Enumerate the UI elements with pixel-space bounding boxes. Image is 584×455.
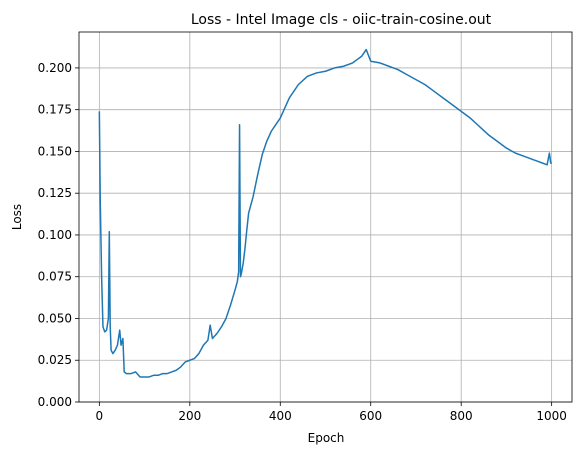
x-tick-label: 1000: [536, 409, 567, 423]
chart-title: Loss - Intel Image cls - oiic-train-cosi…: [191, 12, 492, 28]
y-tick-label: 0.150: [38, 144, 72, 158]
x-tick-label: 0: [96, 409, 104, 423]
y-tick-label: 0.000: [38, 395, 72, 409]
x-tick-label: 600: [359, 409, 382, 423]
y-tick-label: 0.200: [38, 61, 72, 75]
tick-layer: 0 200 400 600 800 1000 0.000 0.025 0.050 0.075 0.1…: [38, 61, 567, 423]
y-tick-label: 0.100: [38, 228, 72, 242]
series-line-0: [98, 48, 552, 378]
series-layer: [98, 48, 552, 378]
y-tick-label: 0.125: [38, 186, 72, 200]
y-tick-label: 0.025: [38, 353, 72, 367]
x-tick-label: 400: [269, 409, 292, 423]
x-tick-label: 200: [178, 409, 201, 423]
y-tick-label: 0.175: [38, 103, 72, 117]
y-tick-label: 0.050: [38, 311, 72, 325]
x-tick-label: 800: [450, 409, 473, 423]
grid-lines: [79, 32, 572, 403]
y-axis-label: Loss: [10, 204, 24, 230]
x-axis-label: Epoch: [308, 431, 345, 445]
y-tick-label: 0.075: [38, 270, 72, 284]
plot-frame: [78, 31, 573, 403]
